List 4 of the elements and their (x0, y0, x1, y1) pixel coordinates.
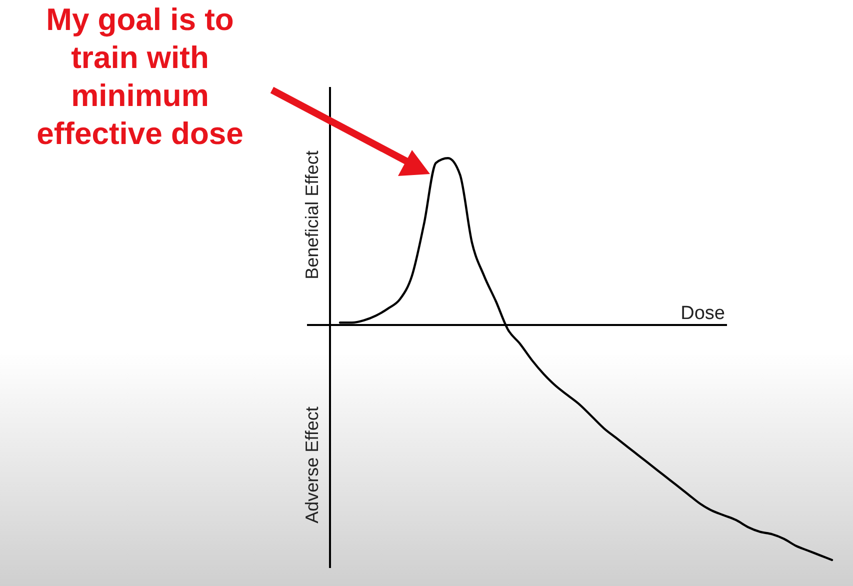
y-axis-title: Beneficial Effect (302, 150, 322, 280)
text: My goal is to train with minimum effective dose (36, 2, 244, 151)
x-axis-title: Dose (680, 303, 725, 324)
text: Adverse Effect (302, 406, 322, 524)
